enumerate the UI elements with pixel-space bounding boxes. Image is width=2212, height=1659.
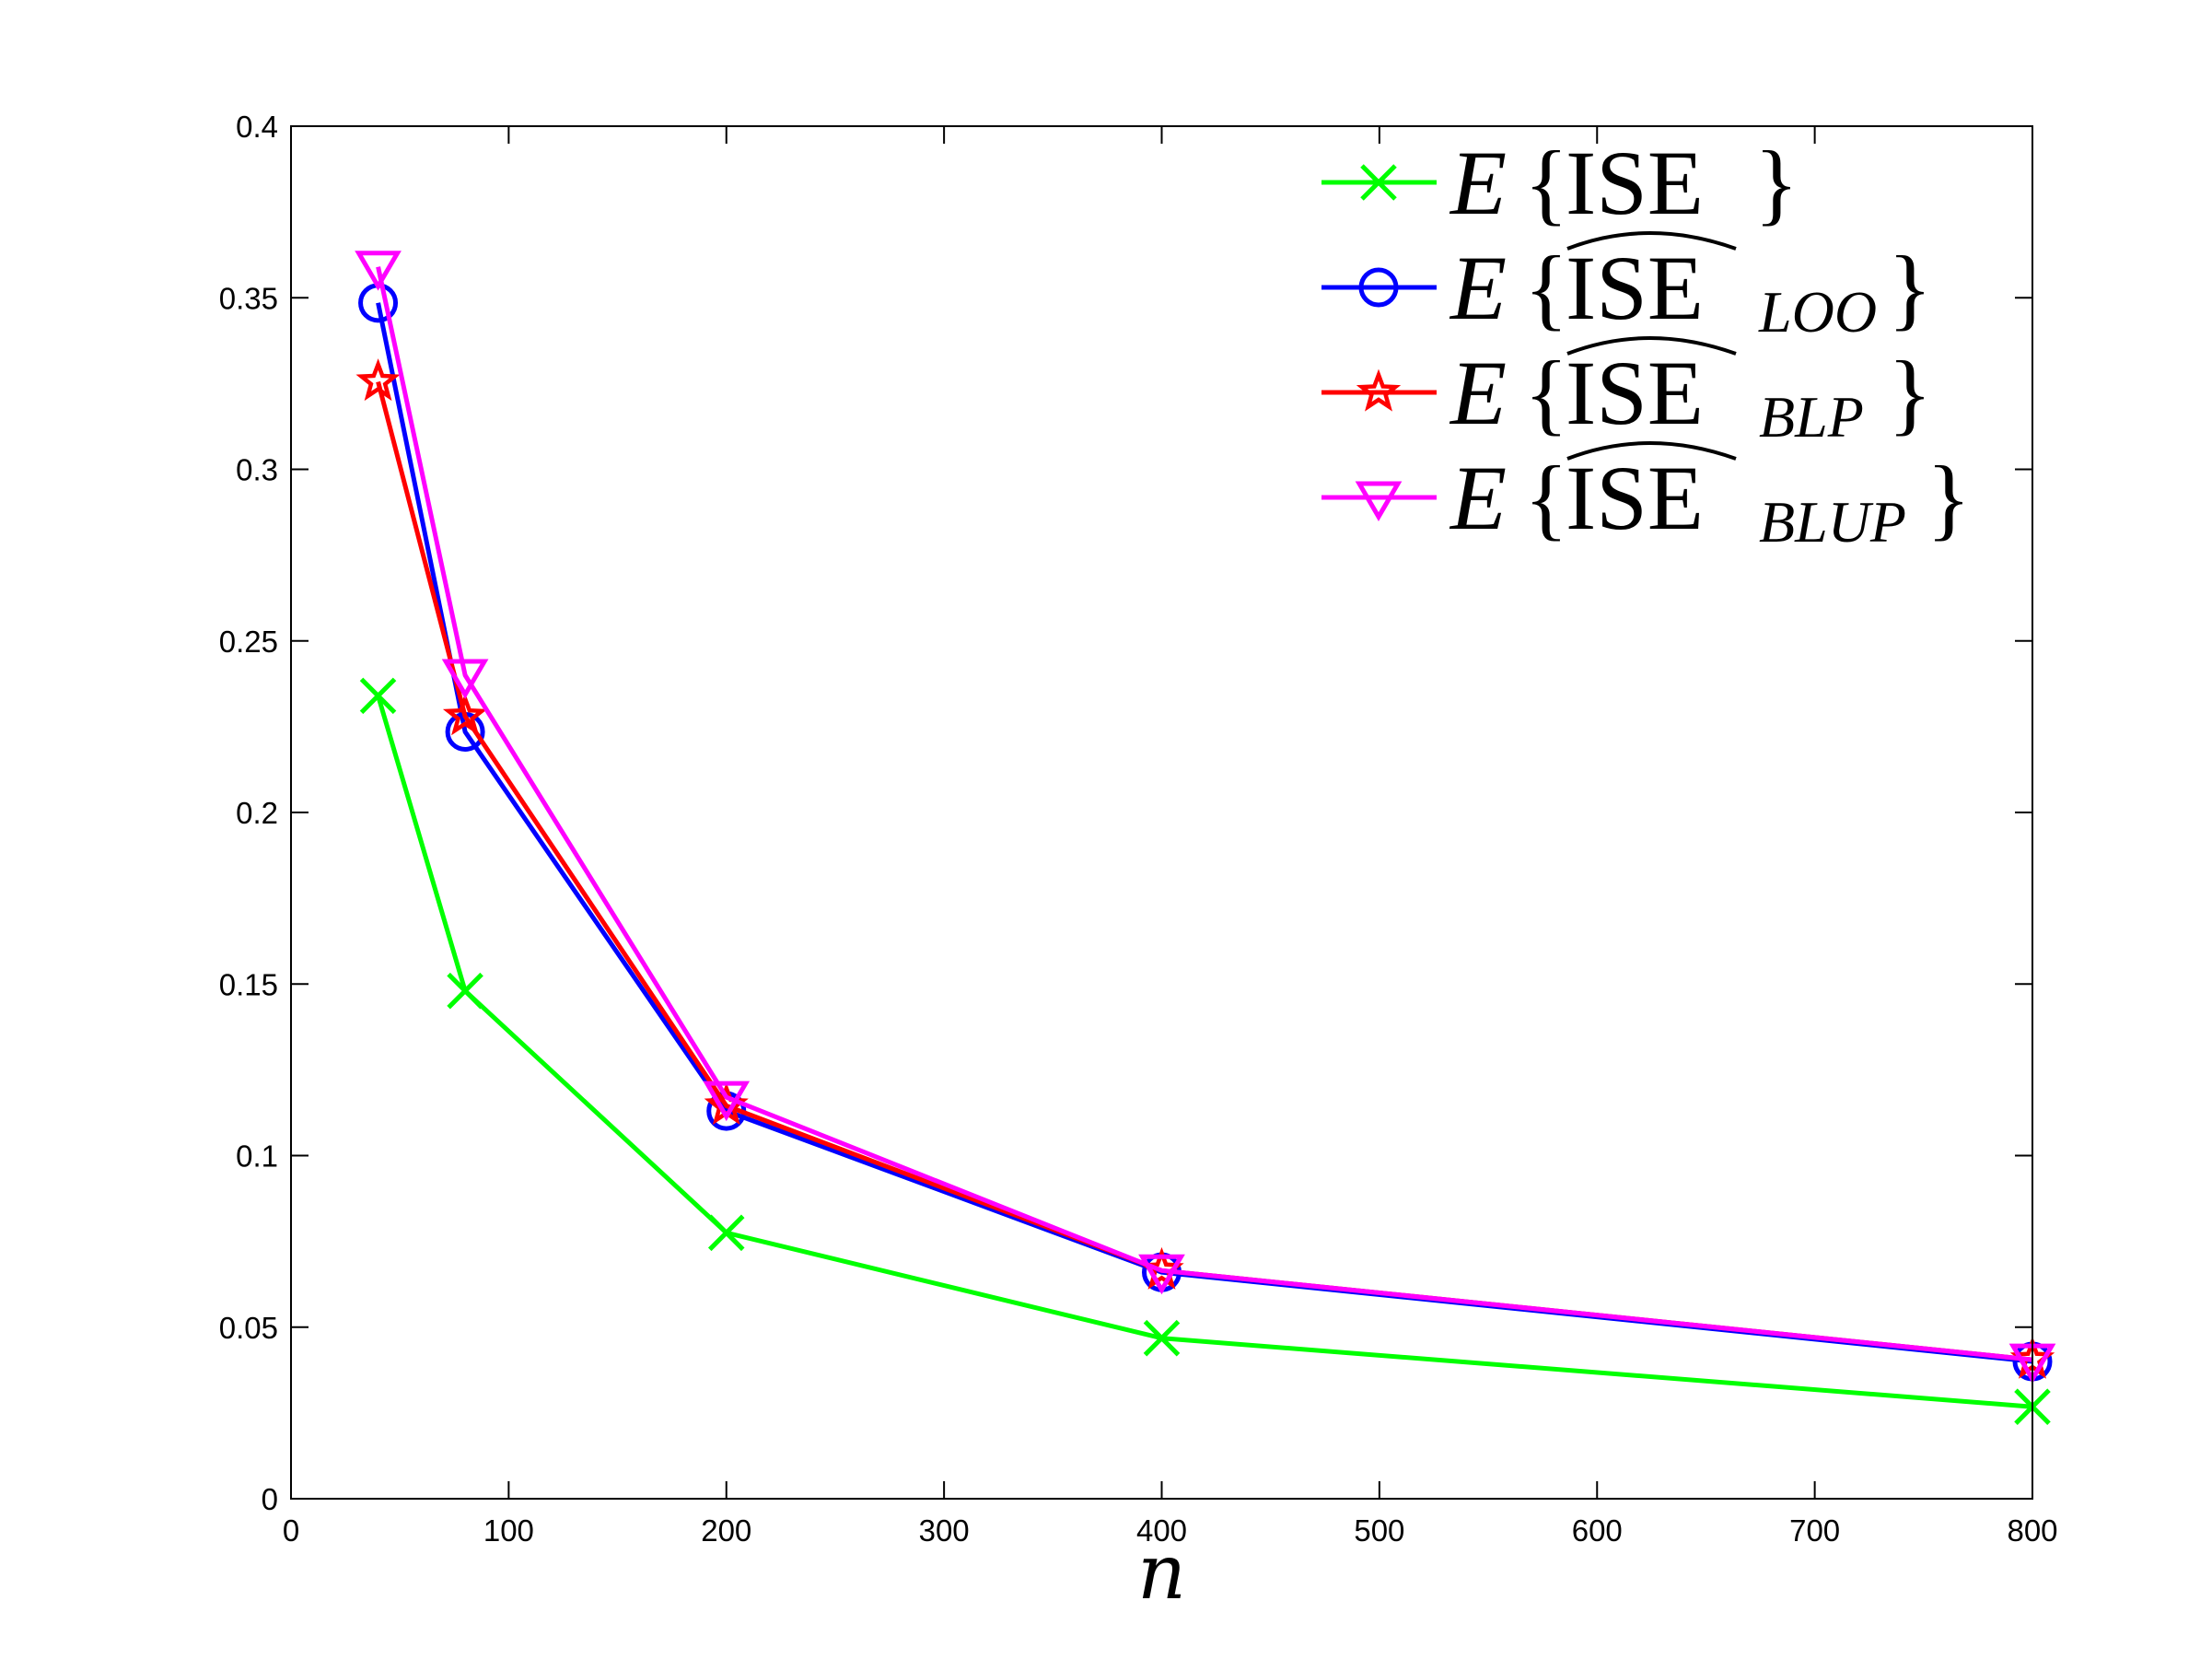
hat-accent xyxy=(1566,231,1737,251)
legend-subscript: BLUP xyxy=(1759,489,1906,555)
legend-brace-close: } xyxy=(1888,342,1932,444)
legend-marker xyxy=(1355,481,1403,521)
legend-entry: E {ISE BLP} xyxy=(1321,336,1932,450)
axis-tick-labels: 0 100 200 300 400 500 600 700 800 0 0.05 0.1 0.15 0.2… xyxy=(219,110,2058,1548)
data-point xyxy=(447,972,483,1010)
series-line xyxy=(376,266,2033,1362)
legend-label-e: E xyxy=(1449,132,1507,234)
legend-marker xyxy=(1360,164,1397,201)
legend-marker xyxy=(1358,267,1399,308)
legend-label-body: ISE xyxy=(1566,342,1704,444)
legend-label-body: ISE xyxy=(1566,447,1704,549)
legend-brace-open: { xyxy=(1524,237,1568,339)
y-tick-label: 0.1 xyxy=(236,1139,278,1174)
hat-accent xyxy=(1566,336,1737,356)
legend-brace-close: } xyxy=(1888,237,1932,339)
x-tick-label: 200 xyxy=(701,1513,751,1548)
y-tick-label: 0.25 xyxy=(219,625,278,659)
legend-label-e: E xyxy=(1449,447,1507,549)
data-point xyxy=(707,1214,745,1252)
legend-subscript: LOO xyxy=(1758,279,1877,345)
y-tick-label: 0.3 xyxy=(236,453,278,487)
data-point xyxy=(441,659,489,699)
plot-frame xyxy=(290,125,2033,1500)
hat-accent xyxy=(1566,441,1737,461)
data-point xyxy=(359,677,397,715)
x-axis-title: n xyxy=(1137,1529,1186,1617)
series-layer xyxy=(355,251,2056,1425)
legend-entry: E {ISE} xyxy=(1321,132,1799,234)
data-point xyxy=(442,693,488,736)
y-tick-label: 0.05 xyxy=(219,1311,278,1345)
y-tick-label: 0.15 xyxy=(219,967,278,1001)
data-point xyxy=(703,1081,751,1122)
legend-entry: E {ISE BLUP} xyxy=(1321,441,1971,555)
y-tick-label: 0.2 xyxy=(236,796,278,830)
x-tick-label: 0 xyxy=(283,1513,299,1548)
x-tick-label: 600 xyxy=(1572,1513,1623,1548)
legend-subscript: BLP xyxy=(1759,384,1864,450)
legend-label-e: E xyxy=(1449,237,1507,339)
legend-brace-open: { xyxy=(1524,447,1568,549)
y-tick-label: 0 xyxy=(262,1482,278,1516)
x-tick-label: 400 xyxy=(1136,1513,1187,1548)
x-tick-label: 300 xyxy=(919,1513,970,1548)
legend-label-e: E xyxy=(1449,342,1507,444)
legend-label-body: ISE xyxy=(1566,132,1704,234)
legend-brace-open: { xyxy=(1524,342,1568,444)
data-point xyxy=(1143,1319,1181,1357)
legend-brace-open: { xyxy=(1524,132,1568,234)
legend-brace-close: } xyxy=(1754,132,1799,234)
data-point xyxy=(355,251,402,291)
x-tick-label: 100 xyxy=(483,1513,534,1548)
legend-label-body: ISE xyxy=(1566,237,1704,339)
data-point xyxy=(1138,1254,1185,1295)
series-0 xyxy=(359,677,2051,1425)
x-tick-label: 800 xyxy=(2007,1513,2057,1548)
legend-brace-close: } xyxy=(1927,447,1971,549)
legend-marker xyxy=(1356,368,1402,412)
legend-entry: E {ISE LOO} xyxy=(1321,231,1932,345)
data-point xyxy=(355,358,401,402)
y-tick-label: 0.35 xyxy=(219,281,278,315)
legend: E {ISE}E {ISE LOO}E {ISE BLP}E {ISE BLUP} xyxy=(1321,132,1971,555)
x-tick-label: 700 xyxy=(1789,1513,1840,1548)
y-tick-label: 0.4 xyxy=(236,110,278,144)
x-tick-label: 500 xyxy=(1354,1513,1404,1548)
